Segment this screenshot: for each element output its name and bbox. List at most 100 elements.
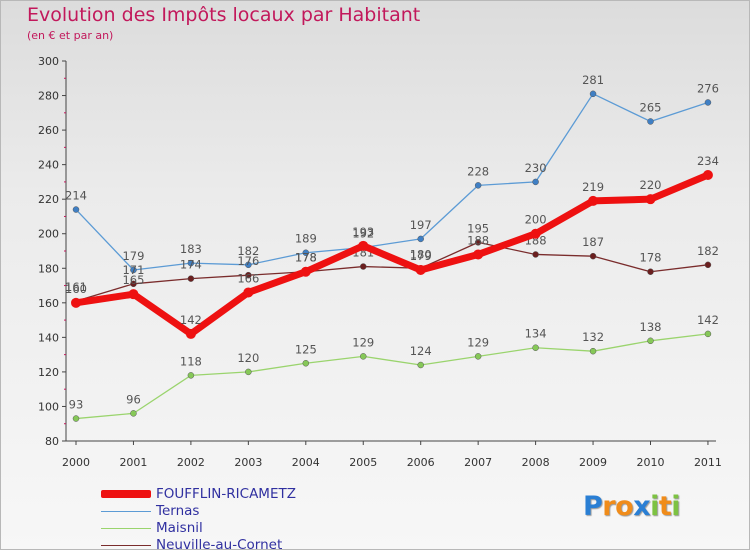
- data-point: [187, 372, 195, 379]
- data-point: [702, 170, 713, 180]
- data-point: [589, 347, 597, 355]
- logo-letter: i: [671, 491, 681, 522]
- data-point: [645, 194, 656, 205]
- data-label: 189: [295, 232, 317, 246]
- data-label: 188: [467, 233, 489, 247]
- y-tick-label: 80: [45, 435, 59, 448]
- legend-swatch-maisnil: [101, 528, 151, 529]
- data-point: [72, 206, 80, 213]
- legend-swatch-neuville: [101, 545, 151, 546]
- data-label: 195: [467, 221, 489, 235]
- y-tick-label: 280: [38, 90, 59, 103]
- data-point: [704, 99, 712, 106]
- data-point: [302, 360, 310, 367]
- x-tick-label: 2001: [119, 456, 147, 469]
- series-line: [72, 171, 712, 338]
- data-point: [360, 353, 367, 360]
- data-point: [588, 195, 599, 206]
- legend-label-neuville: Neuville-au-Cornet: [156, 537, 283, 550]
- data-point: [128, 289, 139, 300]
- data-label: 132: [582, 330, 604, 344]
- data-point: [245, 261, 252, 269]
- data-label: 180: [410, 247, 432, 261]
- data-label: 174: [180, 258, 202, 272]
- y-tick-label: 180: [38, 262, 59, 275]
- y-tick-label: 120: [38, 366, 59, 379]
- data-point: [245, 271, 252, 279]
- logo-letter: i: [650, 491, 659, 522]
- data-point: [71, 297, 81, 308]
- data-label: 234: [697, 154, 719, 168]
- chart-subtitle: (en € et par an): [27, 29, 114, 42]
- data-point: [474, 239, 482, 246]
- data-point: [474, 353, 482, 360]
- data-point: [532, 344, 539, 351]
- legend-swatch-foufflin: [101, 490, 151, 498]
- data-point: [185, 328, 196, 339]
- legend: FOUFFLIN-RICAMETZ Ternas Maisnil Neuvill…: [101, 486, 401, 550]
- data-point: [532, 178, 539, 186]
- data-label: 183: [180, 242, 202, 256]
- data-label: 276: [697, 81, 719, 95]
- data-label: 182: [697, 244, 719, 258]
- series-line: [75, 241, 709, 302]
- x-tick-label: 2004: [292, 456, 320, 469]
- x-tick-label: 2008: [522, 456, 550, 469]
- data-label: 178: [295, 251, 317, 265]
- data-label: 138: [640, 320, 662, 334]
- chart-title: Evolution des Impôts locaux par Habitant: [27, 4, 421, 26]
- data-point: [187, 275, 195, 282]
- data-label: 219: [582, 180, 604, 194]
- y-tick-label: 240: [38, 159, 59, 172]
- data-label: 178: [640, 251, 662, 265]
- x-tick-label: 2007: [464, 456, 492, 469]
- data-label: 171: [122, 263, 144, 277]
- data-point: [360, 263, 367, 270]
- legend-item-ternas: Ternas: [101, 503, 401, 520]
- data-point: [243, 287, 254, 298]
- data-label: 93: [69, 398, 84, 412]
- y-tick-label: 100: [38, 400, 59, 413]
- data-label: 220: [640, 178, 662, 192]
- legend-item-maisnil: Maisnil: [101, 520, 401, 537]
- proxiti-logo: Proxiti: [583, 491, 681, 522]
- data-point: [647, 118, 654, 125]
- data-point: [417, 235, 424, 243]
- data-point: [589, 90, 597, 98]
- data-point: [187, 259, 195, 267]
- y-tick-label: 140: [38, 331, 59, 344]
- data-point: [532, 251, 539, 258]
- data-point: [704, 330, 712, 338]
- data-label: 281: [582, 73, 604, 87]
- y-tick-label: 200: [38, 228, 59, 241]
- data-label: 120: [237, 351, 259, 365]
- y-tick-label: 160: [38, 297, 59, 310]
- data-label: 179: [410, 249, 432, 263]
- logo-letter: P: [583, 491, 603, 522]
- data-label: 178: [295, 251, 317, 265]
- data-label: 161: [65, 280, 87, 294]
- data-point: [130, 266, 137, 274]
- data-label: 142: [180, 313, 202, 327]
- data-point: [302, 249, 310, 256]
- data-label: 118: [180, 354, 202, 368]
- data-label: 192: [352, 227, 374, 241]
- data-point: [130, 410, 137, 417]
- data-label: 124: [410, 344, 432, 358]
- data-point: [647, 268, 654, 275]
- legend-label-foufflin: FOUFFLIN-RICAMETZ: [156, 486, 296, 502]
- data-point: [417, 361, 424, 369]
- data-label: 165: [122, 273, 144, 287]
- x-tick-label: 2005: [349, 456, 377, 469]
- data-label: 200: [525, 213, 547, 227]
- data-point: [473, 249, 484, 260]
- legend-label-maisnil: Maisnil: [156, 520, 203, 536]
- data-label: 214: [65, 189, 87, 203]
- data-point: [130, 280, 137, 288]
- data-point: [530, 228, 541, 239]
- x-tick-label: 2010: [637, 456, 665, 469]
- data-label: 197: [410, 218, 432, 232]
- data-label: 160: [65, 282, 87, 296]
- x-tick-label: 2000: [62, 456, 90, 469]
